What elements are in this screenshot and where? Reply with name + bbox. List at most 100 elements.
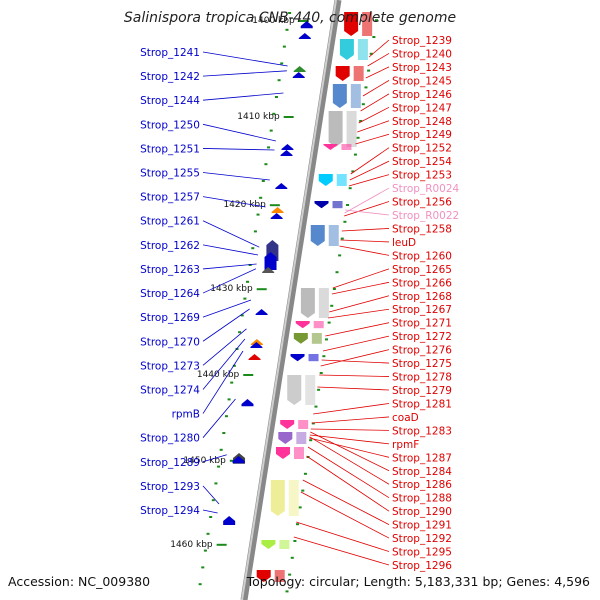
right-gene-label[interactable]: Strop_R0022 — [392, 210, 459, 222]
right-gene-label[interactable]: Strop_1247 — [392, 102, 452, 114]
plus-gene-arrow — [310, 225, 325, 246]
right-gene-label[interactable]: Strop_1248 — [392, 116, 452, 128]
right-gene-label[interactable]: Strop_1245 — [392, 75, 452, 87]
plus-strand-genes — [256, 12, 373, 582]
right-gene-label[interactable]: Strop_1239 — [392, 35, 452, 47]
guide-dot — [277, 79, 281, 82]
left-gene-label[interactable]: Strop_1262 — [140, 240, 200, 252]
right-gene-label[interactable]: Strop_1296 — [392, 560, 452, 572]
right-gene-label[interactable]: Strop_1258 — [392, 223, 452, 235]
left-gene-label[interactable]: Strop_1294 — [140, 505, 200, 517]
left-gene-label[interactable]: Strop_1255 — [140, 168, 200, 180]
right-leader-line — [328, 308, 390, 319]
right-gene-label[interactable]: Strop_1271 — [392, 318, 452, 330]
right-leader-line — [332, 268, 390, 289]
kbp-ticks: 1400 kbp 1410 kbp 1420 kbp 1430 kbp 1440 kbp… — [170, 16, 309, 550]
right-leader-line — [300, 491, 390, 539]
left-gene-label[interactable]: Strop_1251 — [140, 143, 200, 155]
guide-dot — [246, 280, 250, 283]
right-gene-label[interactable]: Strop_1279 — [392, 385, 452, 397]
left-gene-label[interactable]: Strop_1270 — [140, 336, 200, 348]
right-gene-label[interactable]: coaD — [392, 412, 419, 424]
left-gene-label[interactable]: Strop_1257 — [140, 192, 200, 204]
right-gene-label[interactable]: Strop_1291 — [392, 520, 452, 532]
left-gene-label[interactable]: Strop_1293 — [140, 481, 200, 493]
left-gene-label[interactable]: Strop_1269 — [140, 312, 200, 324]
right-gene-label[interactable]: rpmF — [392, 439, 419, 451]
right-gene-label[interactable]: Strop_1266 — [392, 277, 452, 289]
guide-dot — [327, 321, 331, 324]
right-gene-label[interactable]: Strop_1240 — [392, 48, 452, 60]
left-leader-line — [202, 196, 266, 208]
right-gene-label[interactable]: Strop_1260 — [392, 250, 452, 262]
plus-gene-box — [313, 321, 324, 329]
right-gene-label[interactable]: Strop_1272 — [392, 331, 452, 343]
guide-dot — [335, 271, 339, 274]
left-gene-label[interactable]: Strop_1250 — [140, 119, 200, 131]
right-gene-label[interactable]: Strop_1288 — [392, 493, 452, 505]
right-gene-label[interactable]: Strop_1243 — [392, 62, 452, 74]
guide-dot — [253, 230, 257, 233]
right-gene-label[interactable]: Strop_1268 — [392, 291, 452, 303]
right-leader-line — [340, 239, 390, 243]
left-gene-label[interactable]: Strop_1244 — [140, 95, 200, 107]
guide-dot — [293, 540, 297, 542]
plus-gene-box — [318, 288, 329, 318]
left-leader-line — [202, 172, 270, 181]
right-gene-label[interactable]: Strop_1252 — [392, 143, 452, 155]
right-gene-label[interactable]: Strop_1290 — [392, 506, 452, 518]
guide-dot — [309, 439, 313, 442]
plus-gene-box — [353, 66, 364, 81]
left-gene-label[interactable]: Strop_1289 — [140, 457, 200, 469]
right-gene-label[interactable]: Strop_1265 — [392, 264, 452, 276]
minus-gene-arrow — [241, 399, 254, 407]
plus-gene-box — [279, 540, 290, 549]
left-gene-label[interactable]: Strop_1261 — [140, 216, 200, 228]
guide-dot — [314, 405, 318, 408]
right-leader-line — [296, 521, 390, 552]
guide-dot — [224, 415, 228, 418]
topology-text: Topology: circular; Length: 5,183,331 bp… — [246, 574, 590, 589]
right-gene-label[interactable]: leuD — [392, 237, 416, 249]
kbp-tick-label: 1450 kbp — [183, 456, 226, 466]
left-leader-line — [202, 51, 288, 67]
kbp-tick-label: 1410 kbp — [237, 112, 280, 122]
right-gene-label[interactable]: Strop_1253 — [392, 170, 452, 182]
right-gene-label[interactable]: Strop_1283 — [392, 425, 452, 437]
right-leader-line — [309, 437, 390, 458]
left-gene-label[interactable]: Strop_1263 — [140, 264, 200, 276]
right-gene-label[interactable]: Strop_1254 — [392, 156, 452, 168]
right-gene-label[interactable]: Strop_1256 — [392, 197, 452, 209]
right-gene-label[interactable]: Strop_1246 — [392, 89, 452, 101]
right-gene-label[interactable]: Strop_1281 — [392, 398, 452, 410]
right-gene-label[interactable]: Strop_1249 — [392, 129, 452, 141]
right-leader-line — [293, 536, 390, 566]
right-gene-label[interactable]: Strop_1267 — [392, 304, 452, 316]
left-gene-label[interactable]: Strop_1241 — [140, 47, 200, 59]
left-leader-line — [202, 398, 236, 438]
right-gene-label[interactable]: Strop_1275 — [392, 358, 452, 370]
right-gene-label[interactable]: Strop_R0024 — [392, 183, 460, 195]
right-gene-label[interactable]: Strop_1284 — [392, 466, 452, 478]
left-gene-label[interactable]: rpmB — [172, 409, 200, 421]
plus-gene-arrow — [318, 174, 333, 186]
left-gene-label[interactable]: Strop_1280 — [140, 433, 200, 445]
guide-dot — [296, 523, 300, 526]
left-gene-label[interactable]: Strop_1273 — [140, 360, 200, 372]
right-gene-label[interactable]: Strop_1278 — [392, 372, 452, 384]
right-leader-line — [344, 201, 390, 217]
right-gene-label[interactable]: Strop_1276 — [392, 345, 452, 357]
guide-dot — [211, 499, 215, 502]
right-gene-label[interactable]: Strop_1287 — [392, 452, 452, 464]
right-gene-label[interactable]: Strop_1295 — [392, 547, 452, 559]
left-gene-label[interactable]: Strop_1242 — [140, 71, 200, 83]
right-gene-label[interactable]: Strop_1292 — [392, 533, 452, 545]
minus-gene-arrow — [298, 33, 311, 39]
right-leader-line — [360, 93, 390, 112]
left-gene-label[interactable]: Strop_1274 — [140, 384, 200, 396]
right-gene-label[interactable]: Strop_1286 — [392, 479, 452, 491]
guide-dot — [264, 163, 268, 166]
guide-dot — [317, 388, 321, 391]
left-gene-label[interactable]: Strop_1264 — [140, 288, 200, 300]
